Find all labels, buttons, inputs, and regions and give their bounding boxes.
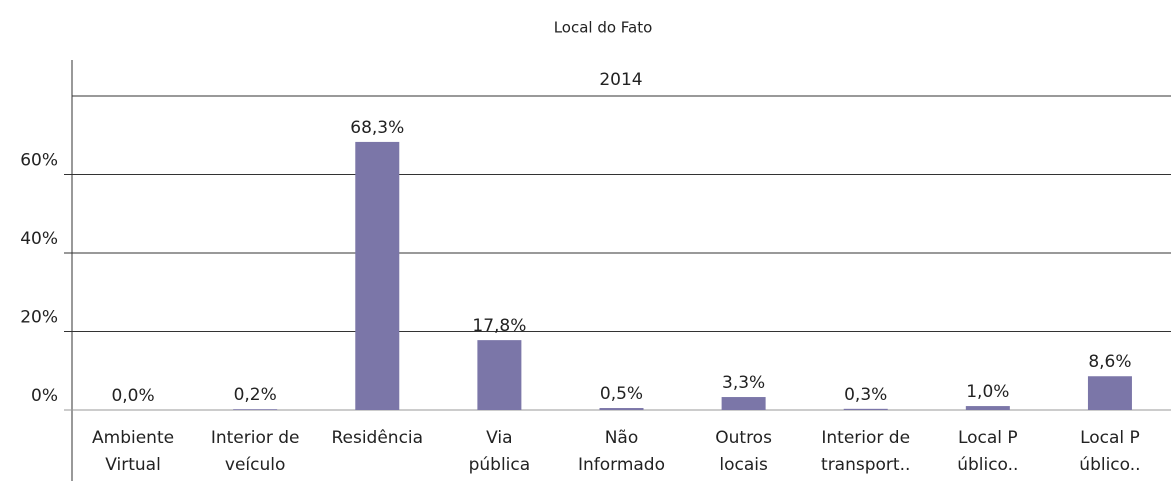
x-tick-label: Interior de [211, 428, 300, 448]
x-tick-label: pública [469, 455, 531, 475]
x-tick-label: Local P [1080, 428, 1140, 448]
x-tick-label: Interior de [821, 428, 910, 448]
x-tick-label: Residência [331, 428, 423, 448]
x-tick-label: Ambiente [92, 428, 174, 448]
bar [965, 406, 1010, 410]
x-tick-label: locais [719, 455, 768, 475]
value-label: 68,3% [350, 118, 404, 138]
panel-header: 2014 [599, 70, 642, 90]
bar [1087, 376, 1132, 410]
bar [355, 141, 400, 411]
value-label: 1,0% [966, 382, 1009, 402]
value-label: 0,2% [234, 385, 277, 405]
bar [477, 340, 522, 410]
x-tick-label: Informado [578, 455, 665, 475]
x-tick-label: úblico.. [1079, 455, 1140, 475]
x-tick-label: Não [605, 428, 639, 448]
value-label: 8,6% [1088, 352, 1131, 372]
bar [721, 397, 766, 410]
y-tick-label: 0% [31, 386, 58, 406]
bar [599, 408, 644, 410]
x-tick-label: úblico.. [957, 455, 1018, 475]
x-tick-label: Local P [958, 428, 1018, 448]
chart-title: Local do Fato [554, 19, 653, 37]
x-tick-label: transport.. [821, 455, 910, 475]
x-tick-label: Virtual [105, 455, 161, 475]
x-tick-label: Outros [715, 428, 772, 448]
x-tick-label: veículo [225, 455, 286, 475]
value-label: 0,0% [111, 386, 154, 406]
value-label: 17,8% [472, 316, 526, 336]
y-tick-label: 20% [20, 308, 58, 328]
value-label: 0,5% [600, 384, 643, 404]
bar [233, 409, 278, 410]
bar [843, 408, 888, 410]
y-tick-label: 40% [20, 229, 58, 249]
y-tick-label: 60% [20, 151, 58, 171]
x-tick-label: Via [486, 428, 512, 448]
value-label: 3,3% [722, 373, 765, 393]
value-label: 0,3% [844, 385, 887, 405]
